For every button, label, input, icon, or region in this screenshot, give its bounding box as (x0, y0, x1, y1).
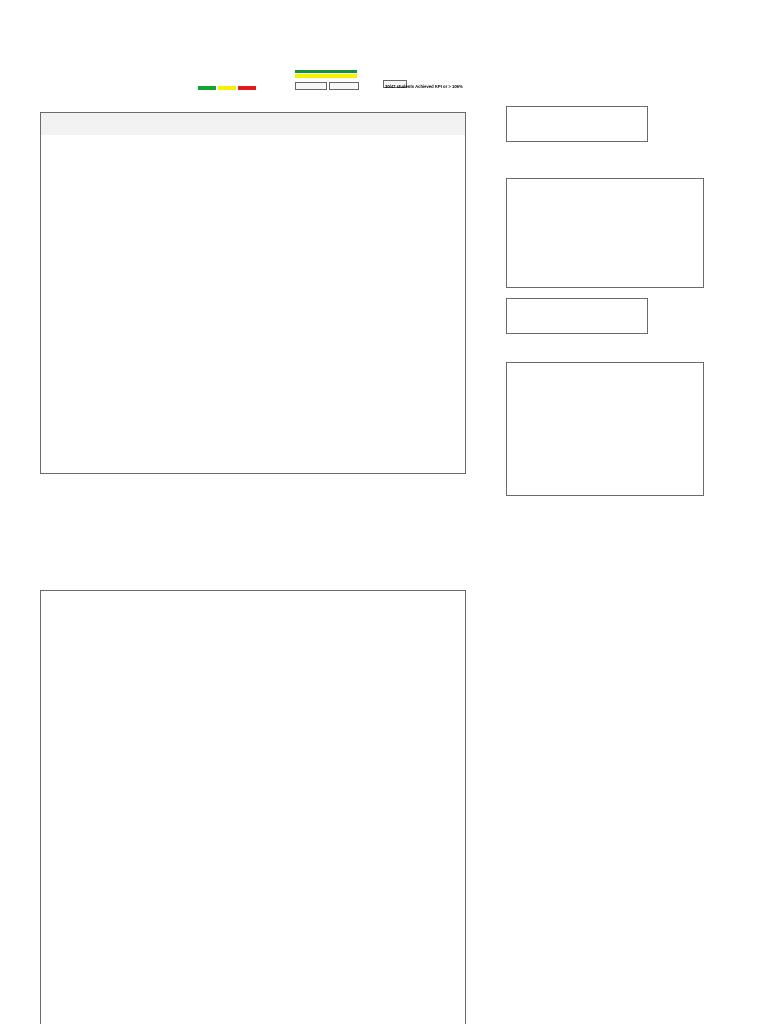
chart-title (507, 365, 703, 373)
summary-green-header (295, 70, 357, 73)
summary-percent-b (329, 92, 357, 102)
summary-box-c (383, 80, 407, 88)
summary-table-1 (506, 106, 648, 142)
summary-percent-a (295, 92, 325, 102)
summary-block: 30/47 students Achieved KPI or > 106% (295, 70, 470, 130)
color-legend (198, 86, 258, 100)
summary-note: 30/47 students Achieved KPI or > 106% (385, 84, 463, 89)
chart-1 (506, 178, 704, 288)
legend-green-swatch (198, 86, 216, 90)
chart-2-plot (513, 375, 697, 487)
summary-box-a (295, 82, 327, 90)
chart-title (507, 181, 703, 189)
summary-box-b (329, 82, 359, 90)
legend-red-swatch (238, 86, 256, 90)
results-table-bottom (40, 590, 466, 1024)
summary-table-2 (506, 298, 648, 334)
results-table-top (40, 112, 466, 474)
table-body (41, 135, 465, 473)
report-title (60, 44, 350, 70)
chart-1-plot (513, 191, 697, 279)
legend-yellow-swatch (218, 86, 236, 90)
table-header-row (41, 113, 465, 135)
summary-yellow-header (295, 74, 357, 78)
chart-2 (506, 362, 704, 496)
